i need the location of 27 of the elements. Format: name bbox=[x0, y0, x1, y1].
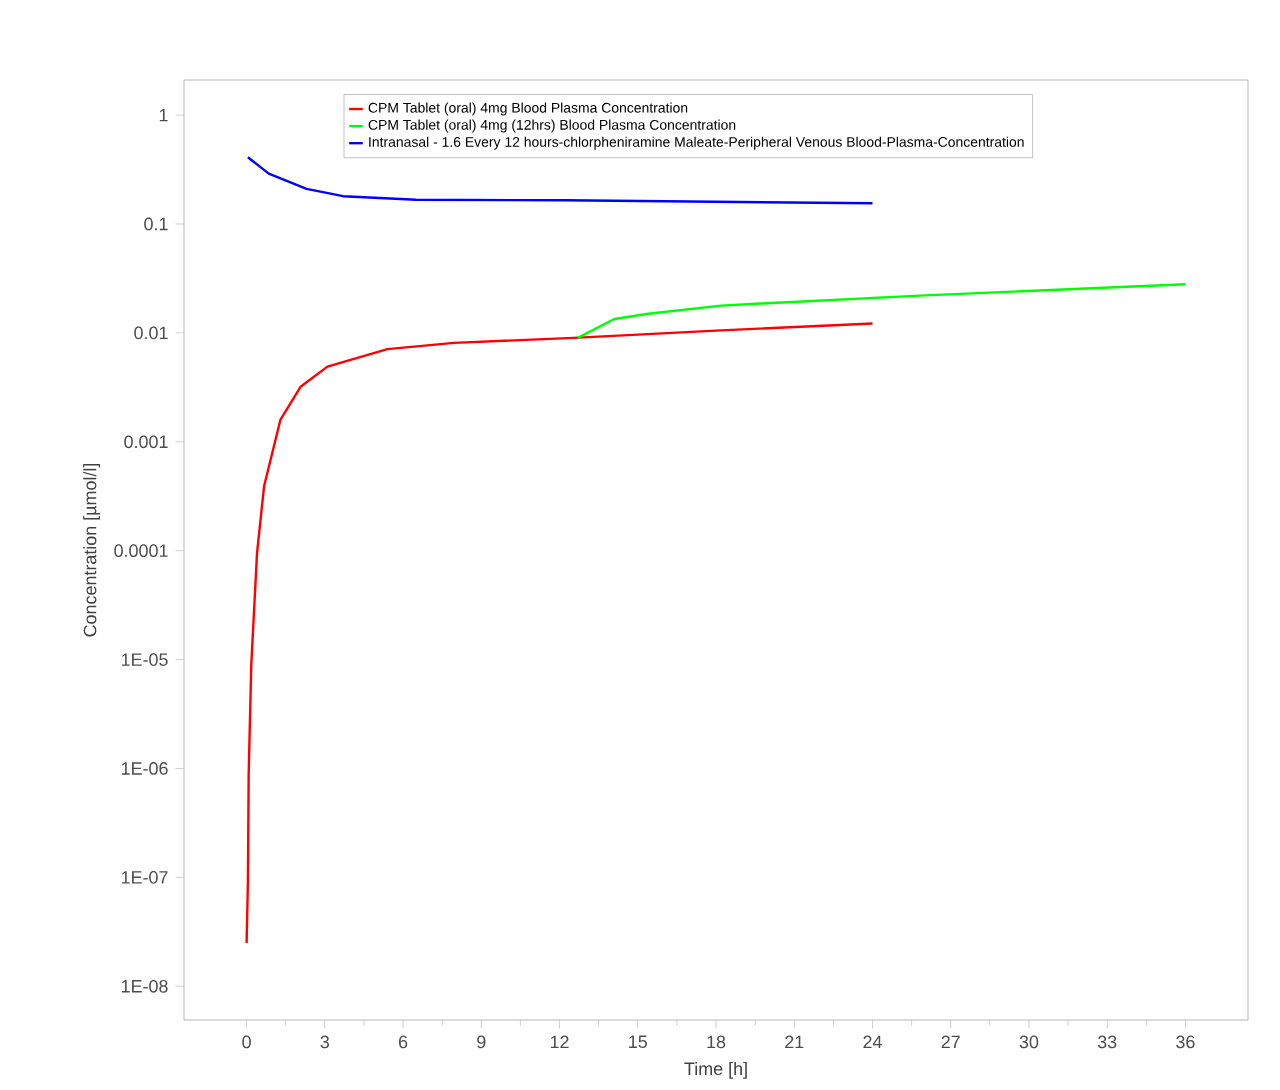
y-tick-label: 0.0001 bbox=[114, 544, 168, 558]
y-tick-label: 1E-05 bbox=[121, 653, 168, 666]
line-series bbox=[245, 322, 874, 945]
y-tick-label: 1 bbox=[159, 108, 168, 122]
x-tick-label: 27 bbox=[941, 1035, 960, 1049]
y-tick-label: 1E-07 bbox=[121, 871, 168, 884]
x-tick-label: 33 bbox=[1097, 1035, 1117, 1049]
line-series bbox=[576, 282, 1187, 340]
y-tick-label: 0.1 bbox=[144, 217, 168, 231]
y-tick-label: 1E-06 bbox=[121, 762, 168, 775]
x-tick-label: 30 bbox=[1019, 1035, 1039, 1049]
x-tick-label: 12 bbox=[550, 1035, 569, 1049]
x-tick-label: 6 bbox=[398, 1035, 408, 1049]
x-tick-label: 21 bbox=[785, 1035, 804, 1049]
y-tick-label: 0.01 bbox=[134, 326, 168, 340]
x-axis-title: Time [h] bbox=[684, 1061, 747, 1079]
x-tick-label: 24 bbox=[863, 1035, 882, 1049]
y-tick-label: 1E-08 bbox=[121, 979, 168, 993]
x-tick-label: 18 bbox=[707, 1035, 726, 1049]
line-series bbox=[246, 156, 874, 205]
x-tick-label: 3 bbox=[320, 1035, 330, 1049]
y-tick-label: 0.001 bbox=[124, 435, 168, 449]
x-tick-label: 9 bbox=[477, 1035, 486, 1049]
x-tick-label: 15 bbox=[629, 1035, 647, 1049]
x-tick-label: 36 bbox=[1176, 1035, 1195, 1049]
x-tick-label: 0 bbox=[242, 1035, 251, 1049]
y-axis-title: Concentration [µmol/l] bbox=[83, 463, 100, 637]
